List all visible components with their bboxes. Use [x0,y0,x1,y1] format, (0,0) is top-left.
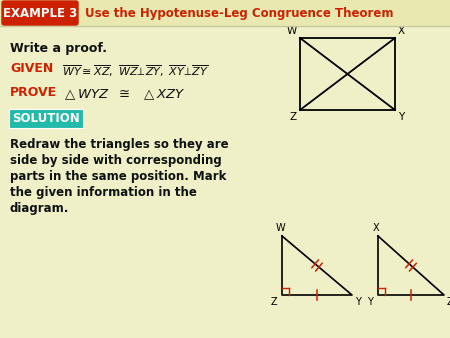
Text: Z: Z [447,297,450,307]
Text: Write a proof.: Write a proof. [10,42,107,55]
Text: Z: Z [270,297,277,307]
Text: W: W [275,223,285,233]
Text: Y: Y [355,297,361,307]
Text: Y: Y [398,112,404,122]
Text: $\overline{WY} \cong \overline{XZ}$$,\ \overline{WZ}\!\perp\!\overline{ZY}$$,\ \: $\overline{WY} \cong \overline{XZ}$$,\ \… [62,63,209,79]
Bar [0,0,450,26]
Text: GIVEN: GIVEN [10,62,53,75]
Text: EXAMPLE 3: EXAMPLE 3 [3,7,77,20]
Text: X: X [398,26,405,36]
Text: $\triangle WYZ\ \ \cong\ \ \triangle XZY$: $\triangle WYZ\ \ \cong\ \ \triangle XZY… [62,87,185,101]
Text: SOLUTION: SOLUTION [12,112,80,125]
Text: side by side with corresponding: side by side with corresponding [10,154,222,167]
Text: Y: Y [367,297,373,307]
Text: Use the Hypotenuse-Leg Congruence Theorem: Use the Hypotenuse-Leg Congruence Theore… [85,7,393,20]
Text: the given information in the: the given information in the [10,186,197,199]
Text: Z: Z [290,112,297,122]
Text: X: X [373,223,379,233]
Text: diagram.: diagram. [10,202,69,215]
Text: parts in the same position. Mark: parts in the same position. Mark [10,170,226,183]
Text: Redraw the triangles so they are: Redraw the triangles so they are [10,138,229,151]
Text: W: W [287,26,297,36]
FancyBboxPatch shape [2,1,78,25]
FancyBboxPatch shape [9,109,83,128]
Text: PROVE: PROVE [10,86,57,99]
